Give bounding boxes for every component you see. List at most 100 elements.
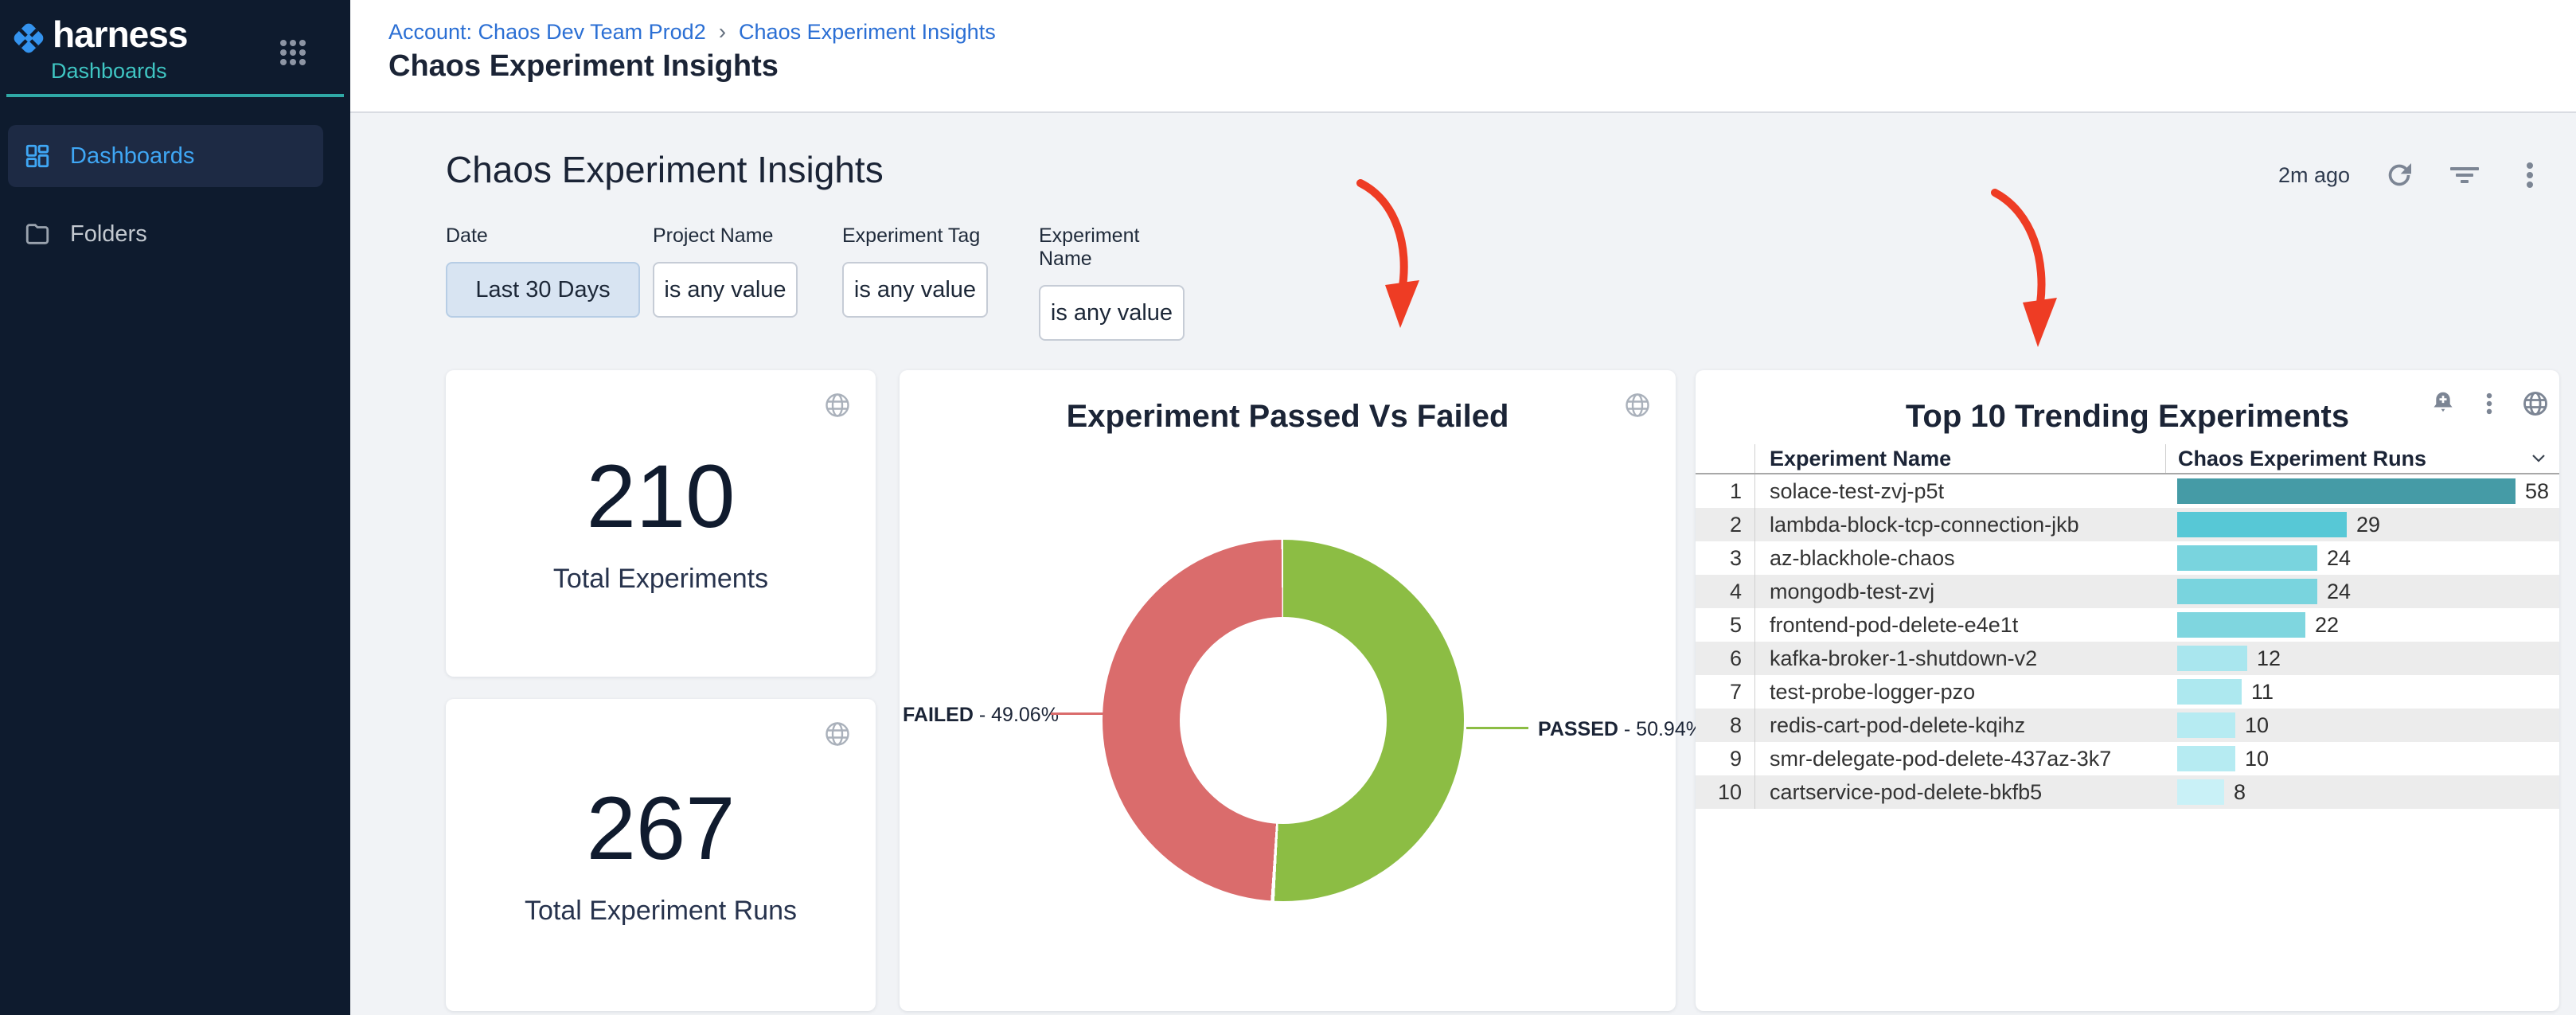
total-experiment-runs-card: 267 Total Experiment Runs <box>446 699 876 1011</box>
failed-leader-line <box>1051 712 1105 715</box>
table-row[interactable]: 3 az-blackhole-chaos 24 <box>1696 541 2559 575</box>
filter-label-name: Experiment Name <box>1039 224 1140 270</box>
filter-project-button[interactable]: is any value <box>653 262 798 318</box>
table-row[interactable]: 8 redis-cart-pod-delete-kqihz 10 <box>1696 709 2559 742</box>
rank-column-header <box>1696 444 1754 473</box>
passed-leader-line <box>1466 727 1528 729</box>
sidebar: harness Dashboards Dashboard <box>0 0 350 1015</box>
runs-bar[interactable] <box>2177 545 2317 571</box>
globe-icon <box>823 720 852 748</box>
filter-bar: Date Last 30 Days Project Name is any va… <box>446 224 1185 341</box>
table-row[interactable]: 10 cartservice-pod-delete-bkfb5 8 <box>1696 775 2559 809</box>
runs-bar[interactable] <box>2177 746 2235 771</box>
runs-cell: 8 <box>2165 775 2559 809</box>
top-trending-experiments-card: Top 10 Trending Experiments <box>1696 370 2559 1011</box>
row-rank: 7 <box>1729 679 1742 704</box>
filter-icon[interactable] <box>2449 159 2480 191</box>
runs-column-header: Chaos Experiment Runs <box>2165 444 2559 473</box>
runs-bar[interactable] <box>2177 478 2516 504</box>
table-row[interactable]: 5 frontend-pod-delete-e4e1t 22 <box>1696 608 2559 642</box>
runs-bar[interactable] <box>2177 779 2224 805</box>
runs-value: 8 <box>2234 779 2246 804</box>
annotation-arrow-left <box>1356 179 1419 328</box>
table-body: 1 solace-test-zvj-p5t 58 2 lambda-block-tcp-… <box>1696 474 2559 809</box>
row-rank: 8 <box>1729 712 1742 737</box>
kebab-icon[interactable] <box>2514 159 2546 191</box>
filter-label-date: Date <box>446 224 488 247</box>
breadcrumb-separator: › <box>718 19 727 44</box>
apps-grid-icon[interactable] <box>279 38 307 67</box>
logo-text[interactable]: harness <box>53 14 188 55</box>
dashboard-controls: 2m ago <box>2278 159 2546 191</box>
runs-cell: 22 <box>2165 608 2559 642</box>
sidebar-item-dashboards[interactable]: Dashboards <box>8 125 323 187</box>
top-header: Account: Chaos Dev Team Prod2 › Chaos Ex… <box>350 0 2576 113</box>
table-row[interactable]: 9 smr-delegate-pod-delete-437az-3k7 10 <box>1696 742 2559 775</box>
runs-cell: 11 <box>2165 675 2559 709</box>
failed-callout: FAILED - 49.06% <box>903 704 1059 727</box>
harness-logo-icon[interactable] <box>10 19 48 57</box>
sidebar-item-folders[interactable]: Folders <box>8 203 323 265</box>
breadcrumb-current-link[interactable]: Chaos Experiment Insights <box>739 19 996 44</box>
table-title: Top 10 Trending Experiments <box>1905 399 2350 434</box>
table-row[interactable]: 7 test-probe-logger-pzo 11 <box>1696 675 2559 709</box>
folder-icon <box>24 221 51 248</box>
bell-plus-icon[interactable] <box>2429 389 2457 418</box>
row-rank: 3 <box>1729 545 1742 570</box>
row-rank: 5 <box>1729 612 1742 637</box>
experiment-name-cell[interactable]: smr-delegate-pod-delete-437az-3k7 <box>1754 742 2165 775</box>
runs-bar[interactable] <box>2177 579 2317 604</box>
table-row[interactable]: 1 solace-test-zvj-p5t 58 <box>1696 474 2559 508</box>
runs-value: 11 <box>2251 679 2274 704</box>
kebab-icon[interactable] <box>2475 389 2504 418</box>
experiment-name-cell[interactable]: cartservice-pod-delete-bkfb5 <box>1754 775 2165 809</box>
runs-bar[interactable] <box>2177 712 2235 738</box>
passed-percent: - 50.94% <box>1623 718 1704 740</box>
table-row[interactable]: 2 lambda-block-tcp-connection-jkb 29 <box>1696 508 2559 541</box>
experiment-name-cell[interactable]: redis-cart-pod-delete-kqihz <box>1754 709 2165 742</box>
runs-bar[interactable] <box>2177 646 2247 671</box>
sidebar-nav: Dashboards Folders <box>8 125 323 265</box>
runs-value: 29 <box>2356 512 2381 537</box>
filter-tag-button[interactable]: is any value <box>842 262 988 318</box>
table-header-row: Experiment Name Chaos Experiment Runs <box>1696 444 2559 474</box>
experiment-name-cell[interactable]: lambda-block-tcp-connection-jkb <box>1754 508 2165 541</box>
runs-bar[interactable] <box>2177 679 2242 705</box>
filter-name-button[interactable]: is any value <box>1039 285 1185 341</box>
runs-cell: 58 <box>2165 474 2559 508</box>
filter-date-button[interactable]: Last 30 Days <box>446 262 640 318</box>
runs-bar[interactable] <box>2177 512 2347 537</box>
refresh-icon[interactable] <box>2383 159 2415 191</box>
table-row[interactable]: 6 kafka-broker-1-shutdown-v2 12 <box>1696 642 2559 675</box>
runs-value: 58 <box>2525 478 2550 503</box>
breadcrumb-account-link[interactable]: Account: Chaos Dev Team Prod2 <box>388 19 706 44</box>
runs-cell: 12 <box>2165 642 2559 675</box>
experiment-name-cell[interactable]: test-probe-logger-pzo <box>1754 675 2165 709</box>
donut-chart[interactable] <box>1103 540 1464 901</box>
experiment-name-column-header: Experiment Name <box>1754 444 2165 473</box>
sidebar-item-label: Folders <box>70 221 147 247</box>
runs-value: 24 <box>2327 579 2352 603</box>
dashboards-icon <box>24 142 51 170</box>
stat-value: 267 <box>586 778 736 878</box>
experiment-name-cell[interactable]: az-blackhole-chaos <box>1754 541 2165 575</box>
runs-cell: 29 <box>2165 508 2559 541</box>
globe-icon <box>2521 389 2550 418</box>
globe-icon <box>1623 391 1652 420</box>
experiment-name-cell[interactable]: frontend-pod-delete-e4e1t <box>1754 608 2165 642</box>
table-row[interactable]: 4 mongodb-test-zvj 24 <box>1696 575 2559 608</box>
chart-title: Experiment Passed Vs Failed <box>1066 399 1509 434</box>
runs-value: 12 <box>2257 646 2281 670</box>
runs-bar[interactable] <box>2177 612 2305 638</box>
experiment-name-cell[interactable]: kafka-broker-1-shutdown-v2 <box>1754 642 2165 675</box>
experiment-name-cell[interactable]: mongodb-test-zvj <box>1754 575 2165 608</box>
experiment-name-cell[interactable]: solace-test-zvj-p5t <box>1754 474 2165 508</box>
stat-label: Total Experiments <box>552 564 769 594</box>
row-rank: 1 <box>1729 478 1742 503</box>
page-title: Chaos Experiment Insights <box>388 49 779 83</box>
dashboard-main: Chaos Experiment Insights 2m ago <box>350 113 2576 1015</box>
runs-cell: 10 <box>2165 709 2559 742</box>
annotation-arrow-right <box>1991 189 2057 347</box>
chevron-down-icon[interactable] <box>2531 453 2547 464</box>
